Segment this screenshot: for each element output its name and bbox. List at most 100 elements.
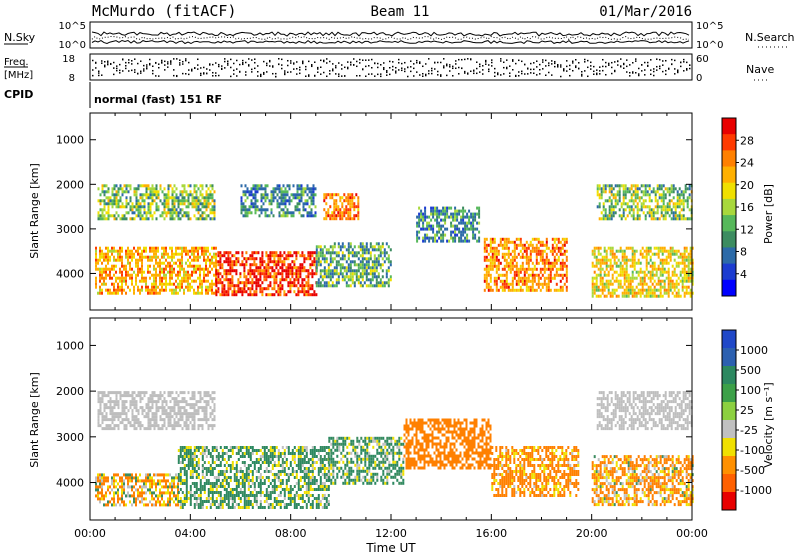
power-pixel [205, 196, 208, 200]
frequency-dot [386, 70, 388, 72]
power-pixel [489, 288, 492, 292]
power-pixel [373, 245, 376, 249]
power-pixel [117, 249, 119, 253]
power-pixel [635, 291, 638, 295]
velocity-pixel [137, 424, 140, 428]
power-pixel [649, 246, 652, 250]
power-pixel [383, 254, 386, 258]
frequency-dot [599, 70, 601, 72]
frequency-dot [557, 66, 559, 68]
power-pixel [615, 264, 618, 268]
power-pixel [233, 290, 236, 294]
frequency-dot [134, 69, 136, 71]
power-pixel [225, 293, 228, 297]
power-pixel [669, 249, 672, 253]
power-pixel [483, 255, 486, 259]
power-pixel [539, 252, 542, 256]
power-pixel [458, 230, 461, 234]
power-pixel [227, 284, 230, 288]
frequency-dot [437, 61, 439, 64]
velocity-pixel [181, 406, 184, 410]
power-pixel [623, 252, 626, 256]
power-pixel [284, 199, 287, 203]
power-pixel [283, 278, 286, 282]
power-pixel [593, 249, 596, 253]
power-pixel [658, 184, 661, 188]
power-pixel [559, 246, 562, 250]
power-pixel [217, 275, 220, 279]
power-pixel [209, 264, 211, 268]
power-pixel [143, 205, 146, 209]
power-pixel [631, 276, 634, 280]
power-pixel [689, 279, 692, 283]
power-pixel [273, 275, 276, 279]
power-pixel [137, 261, 139, 265]
power-pixel [369, 269, 372, 273]
power-pixel [466, 215, 469, 219]
frequency-dot [119, 72, 121, 74]
power-pixel [171, 246, 173, 250]
velocity-pixel [115, 403, 118, 407]
power-pixel [105, 252, 107, 256]
power-pixel [282, 214, 285, 218]
power-ytick-label: 2000 [56, 178, 84, 191]
power-pixel [501, 279, 504, 283]
power-pixel [189, 276, 191, 280]
power-pixel [549, 270, 552, 274]
power-pixel [497, 249, 500, 253]
velocity-pixel [185, 427, 188, 431]
power-scatter-region [240, 184, 317, 218]
power-pixel [478, 221, 481, 225]
power-pixel [428, 236, 431, 240]
power-pixel [103, 202, 106, 206]
power-pixel [525, 270, 528, 274]
velocity-pixel [117, 412, 120, 416]
power-pixel [115, 249, 117, 253]
power-pixel [603, 261, 606, 265]
power-pixel [472, 230, 475, 234]
frequency-dot [200, 74, 202, 77]
power-pixel [676, 190, 679, 194]
velocity-pixel [115, 415, 118, 419]
power-pixel [680, 202, 683, 206]
power-pixel [277, 284, 280, 288]
frequency-dot [413, 67, 415, 70]
power-pixel [628, 208, 631, 212]
power-pixel [377, 254, 380, 258]
power-pixel [254, 184, 257, 188]
power-pixel [632, 184, 635, 188]
power-colorbar-cell [722, 279, 736, 297]
power-pixel [175, 261, 177, 265]
power-pixel [343, 208, 346, 212]
power-pixel [688, 184, 691, 188]
power-pixel [203, 217, 206, 221]
power-pixel [658, 205, 661, 209]
power-pixel [323, 269, 326, 273]
power-pixel [659, 282, 662, 286]
power-pixel [339, 269, 342, 273]
power-pixel [645, 294, 648, 298]
power-pixel [201, 267, 203, 271]
power-pixel [260, 196, 263, 200]
frequency-dot [677, 70, 679, 72]
velocity-pixel [169, 418, 172, 422]
power-pixel [145, 249, 147, 253]
power-pixel [643, 255, 646, 259]
velocity-pixel [99, 391, 102, 395]
power-pixel [337, 193, 340, 197]
power-pixel [535, 261, 538, 265]
power-pixel [525, 252, 528, 256]
power-pixel [285, 266, 288, 270]
power-pixel [666, 208, 669, 212]
power-pixel [300, 196, 303, 200]
velocity-pixel [189, 397, 192, 401]
power-pixel [673, 294, 676, 298]
power-pixel [339, 245, 342, 249]
power-pixel [333, 251, 336, 255]
power-pixel [539, 267, 542, 271]
power-pixel [307, 251, 310, 255]
power-pixel [225, 260, 228, 264]
power-pixel [375, 284, 378, 288]
power-pixel [179, 193, 182, 197]
